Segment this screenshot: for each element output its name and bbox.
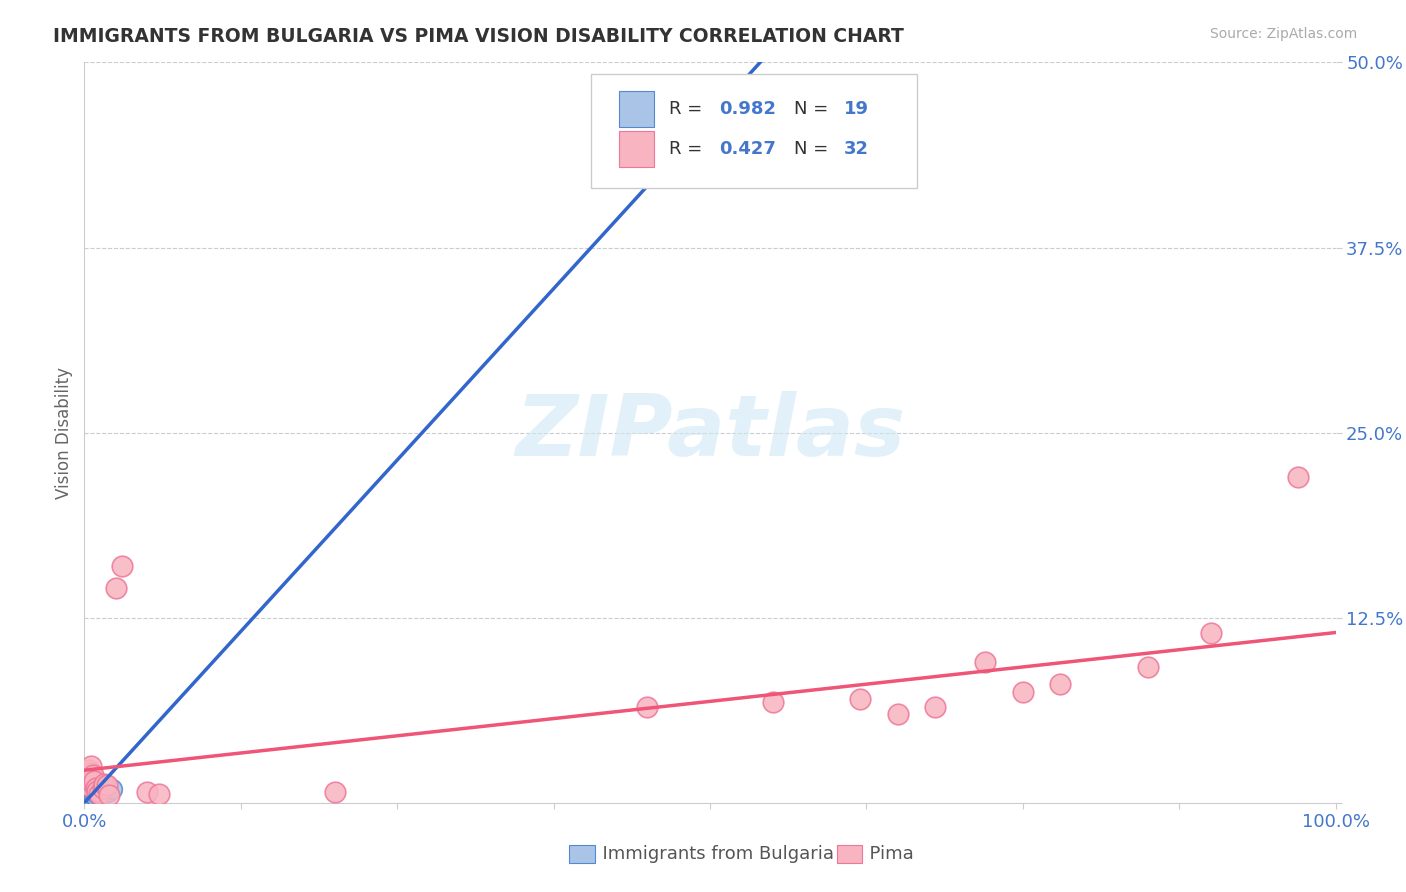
Point [82,767,104,781]
Point [79,766,101,780]
Point [96,784,118,798]
Point [83,789,105,803]
Point [77,769,100,783]
Text: N =: N = [794,140,834,158]
Text: 0.982: 0.982 [718,100,776,118]
Point [1049,677,1071,691]
FancyBboxPatch shape [591,73,917,188]
Point [84,789,107,804]
Point [323,785,346,799]
Point [96,778,118,792]
Text: N =: N = [794,100,834,118]
Bar [837,845,862,863]
Point [111,558,134,573]
Point [91,784,114,798]
Text: Pima: Pima [858,845,914,863]
Point [89,787,111,801]
Text: Source: ZipAtlas.com: Source: ZipAtlas.com [1209,27,1357,41]
Point [79,793,101,807]
Point [93,776,115,790]
Point [974,655,997,669]
Point [1286,470,1309,484]
Point [79,772,101,786]
Point [79,787,101,801]
Point [637,699,659,714]
Point [82,787,104,801]
Text: ZIPatlas: ZIPatlas [515,391,905,475]
Text: Immigrants from Bulgaria: Immigrants from Bulgaria [591,845,834,863]
Point [89,785,111,799]
Point [1136,659,1159,673]
Text: R =: R = [669,140,707,158]
Bar [619,91,654,127]
Point [83,773,105,788]
Point [849,692,872,706]
Text: R =: R = [669,100,707,118]
Point [76,778,98,792]
Text: IMMIGRANTS FROM BULGARIA VS PIMA VISION DISABILITY CORRELATION CHART: IMMIGRANTS FROM BULGARIA VS PIMA VISION … [53,27,904,45]
Point [79,758,101,772]
Point [84,780,107,795]
Point [924,699,946,714]
Point [1199,625,1222,640]
Point [97,785,120,799]
Point [79,782,101,797]
Point [82,791,104,805]
Point [98,789,121,803]
Point [86,787,108,801]
Bar [569,845,595,863]
Text: 32: 32 [844,140,869,158]
Point [80,789,103,804]
Bar [619,131,654,167]
Point [80,775,103,789]
Point [136,785,159,799]
Point [93,787,115,801]
Point [77,789,100,803]
Text: 19: 19 [844,100,869,118]
Point [79,785,101,799]
Point [80,784,103,798]
Point [1012,685,1035,699]
Point [148,787,170,801]
Point [79,763,101,777]
Point [104,581,127,595]
Y-axis label: Vision Disability: Vision Disability [55,367,73,499]
Point [101,782,124,797]
Point [86,784,108,798]
Text: 0.427: 0.427 [718,140,776,158]
Point [762,695,785,709]
Point [91,780,114,795]
Point [887,706,910,721]
Point [79,791,101,805]
